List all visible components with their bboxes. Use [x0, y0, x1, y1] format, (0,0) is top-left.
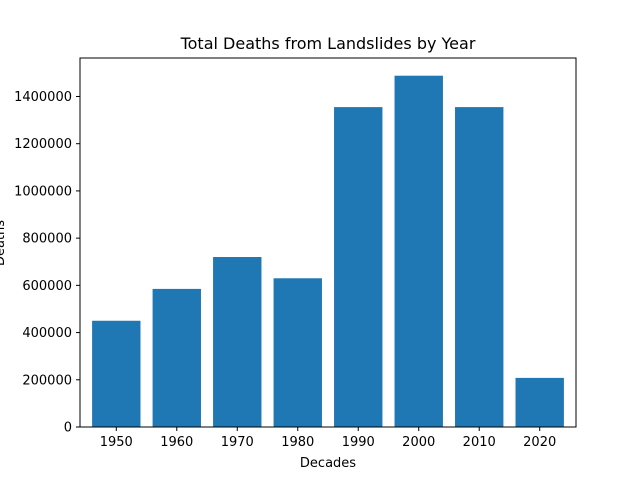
y-tick-label: 600000 [22, 279, 72, 294]
plot-frame [79, 57, 577, 428]
x-axis-ticks: 1950 1960 1970 1980 1990 2000 2010 2020 [100, 427, 556, 450]
bar-1950 [92, 320, 141, 427]
y-tick-label: 1200000 [14, 137, 72, 152]
bar-1960 [152, 288, 201, 427]
y-tick-label: 1000000 [14, 184, 72, 199]
chart-title: Total Deaths from Landslides by Year [180, 34, 476, 53]
y-tick-label: 1400000 [14, 90, 72, 105]
x-tick-label: 2020 [523, 435, 556, 450]
x-tick-label: 1980 [281, 435, 314, 450]
bar-2000 [394, 75, 443, 428]
y-tick-label: 800000 [22, 232, 72, 247]
x-tick-label: 1950 [100, 435, 133, 450]
x-tick-label: 2010 [463, 435, 496, 450]
y-axis-ticks: 0 200000 400000 600000 800000 1000000 1200000 1… [14, 90, 80, 436]
y-tick-label: 200000 [22, 373, 72, 388]
bar-2010 [455, 107, 504, 428]
bars-group [92, 75, 564, 428]
y-tick-label: 400000 [22, 326, 72, 341]
x-axis-label: Decades [300, 456, 356, 471]
x-tick-label: 1960 [160, 435, 193, 450]
bar-2020 [515, 377, 564, 427]
y-axis-label: Deaths [0, 220, 8, 266]
x-tick-label: 2000 [402, 435, 435, 450]
x-tick-label: 1990 [342, 435, 375, 450]
x-tick-label: 1970 [221, 435, 254, 450]
bar-1970 [213, 257, 262, 427]
bar-1990 [334, 107, 383, 428]
bar-1980 [273, 278, 322, 427]
y-tick-label: 0 [64, 421, 72, 436]
